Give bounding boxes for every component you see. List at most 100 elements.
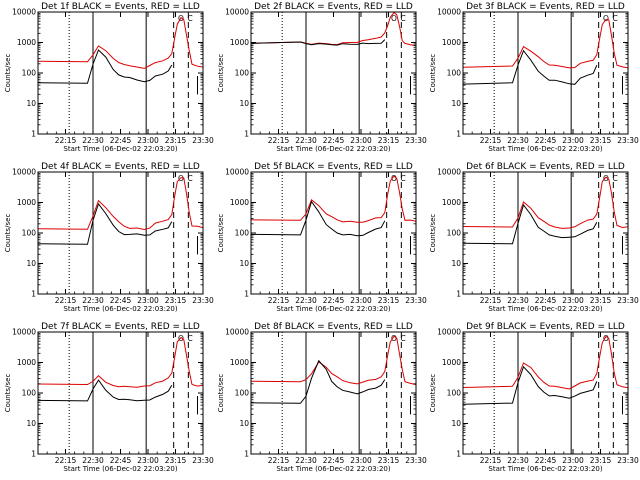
panel-title: Det 6f BLACK = Events, RED = LLD bbox=[466, 162, 625, 172]
x-tick-label: 23:15 bbox=[590, 136, 612, 145]
marker-lines bbox=[68, 12, 189, 134]
x-tick-label: 22:45 bbox=[110, 136, 132, 145]
x-axis-label: Start Time (06-Dec-02 22:03:20) bbox=[63, 305, 177, 313]
x-tick-label: 23:30 bbox=[405, 296, 427, 305]
lld-series-line bbox=[38, 177, 203, 231]
x-tick-label: 22:15 bbox=[480, 136, 502, 145]
y-tick-label: 10 bbox=[451, 419, 461, 428]
y-tick-label: 100 bbox=[447, 69, 462, 78]
x-tick-label: 22:30 bbox=[82, 296, 104, 305]
y-tick-label: 1000 bbox=[230, 38, 249, 47]
y-tick-label: 100 bbox=[235, 389, 250, 398]
x-tick-label: 23:30 bbox=[192, 296, 214, 305]
marker-label-c: C bbox=[613, 14, 618, 23]
x-tick-label: 23:00 bbox=[350, 136, 372, 145]
panel-title: Det 9f BLACK = Events, RED = LLD bbox=[466, 322, 625, 332]
events-series-line bbox=[38, 202, 173, 245]
y-tick-label: 100 bbox=[22, 229, 37, 238]
x-axis-label: Start Time (06-Dec-02 22:03:20) bbox=[488, 305, 602, 313]
events-series-line bbox=[251, 359, 386, 404]
plot-frame bbox=[250, 11, 417, 135]
x-tick-label: 23:30 bbox=[405, 456, 427, 465]
lld-series-line bbox=[251, 175, 416, 223]
y-tick-label: 10 bbox=[451, 99, 461, 108]
x-tick-label: 23:30 bbox=[617, 136, 639, 145]
marker-lines bbox=[281, 172, 402, 294]
x-axis-label: Start Time (06-Dec-02 22:03:20) bbox=[276, 305, 390, 313]
plot-frame bbox=[250, 171, 417, 295]
y-tick-label: 10 bbox=[239, 259, 249, 268]
marker-label-c: C bbox=[401, 14, 406, 23]
y-tick-label: 10 bbox=[239, 419, 249, 428]
marker-label-o: O bbox=[603, 14, 609, 23]
events-series-line bbox=[251, 39, 386, 46]
x-axis-label: Start Time (06-Dec-02 22:03:20) bbox=[488, 145, 602, 153]
y-tick-label: 10 bbox=[239, 99, 249, 108]
panel-det-5f: Det 5f BLACK = Events, RED = LLD O C 1 10 100… bbox=[217, 162, 427, 313]
y-axis-label: Counts/sec bbox=[429, 54, 437, 93]
x-tick-label: 23:15 bbox=[165, 456, 187, 465]
x-tick-label: 23:30 bbox=[617, 296, 639, 305]
y-axis-label: Counts/sec bbox=[4, 214, 12, 253]
y-tick-label: 100 bbox=[447, 389, 462, 398]
marker-lines bbox=[68, 332, 189, 454]
y-tick-label: 1 bbox=[456, 450, 461, 459]
y-tick-label: 1 bbox=[244, 450, 249, 459]
x-tick-label: 23:00 bbox=[562, 136, 584, 145]
x-tick-label: 22:45 bbox=[323, 136, 345, 145]
x-tick-label: 23:00 bbox=[562, 296, 584, 305]
y-tick-label: 10 bbox=[26, 419, 36, 428]
x-tick-label: 22:45 bbox=[110, 456, 132, 465]
x-tick-label: 23:00 bbox=[137, 296, 159, 305]
y-axis-label: Counts/sec bbox=[217, 374, 225, 413]
y-tick-label: 10000 bbox=[225, 168, 249, 177]
x-tick-label: 22:15 bbox=[55, 456, 77, 465]
x-tick-label: 22:15 bbox=[480, 456, 502, 465]
lld-series-line bbox=[463, 176, 628, 229]
y-tick-label: 1000 bbox=[442, 38, 461, 47]
x-axis-label: Start Time (06-Dec-02 22:03:20) bbox=[276, 465, 390, 473]
marker-label-c: C bbox=[401, 334, 406, 343]
y-tick-label: 100 bbox=[235, 69, 250, 78]
y-tick-label: 100 bbox=[22, 69, 37, 78]
marker-label-c: C bbox=[188, 14, 193, 23]
marker-label-o: O bbox=[391, 174, 397, 183]
panel-title: Det 3f BLACK = Events, RED = LLD bbox=[466, 2, 625, 12]
y-axis-label: Counts/sec bbox=[217, 214, 225, 253]
y-tick-label: 10000 bbox=[437, 8, 461, 17]
marker-lines bbox=[68, 172, 189, 294]
marker-label-o: O bbox=[603, 334, 609, 343]
marker-label-o: O bbox=[391, 334, 397, 343]
y-tick-label: 100 bbox=[447, 229, 462, 238]
events-series-line bbox=[38, 379, 173, 402]
plot-frame bbox=[462, 11, 629, 135]
events-series-line bbox=[463, 49, 598, 85]
x-tick-label: 23:15 bbox=[378, 136, 400, 145]
lld-series-line bbox=[463, 335, 628, 390]
panel-title: Det 7f BLACK = Events, RED = LLD bbox=[41, 322, 200, 332]
y-tick-label: 1 bbox=[31, 450, 36, 459]
y-tick-label: 10000 bbox=[12, 8, 36, 17]
x-tick-label: 23:00 bbox=[137, 456, 159, 465]
panel-title: Det 1f BLACK = Events, RED = LLD bbox=[41, 2, 200, 12]
lld-series-line bbox=[38, 16, 203, 69]
y-tick-label: 1000 bbox=[17, 358, 36, 367]
x-axis-label: Start Time (06-Dec-02 22:03:20) bbox=[63, 145, 177, 153]
x-tick-label: 22:30 bbox=[295, 456, 317, 465]
y-tick-label: 1000 bbox=[230, 198, 249, 207]
marker-lines bbox=[281, 12, 402, 134]
panel-det-7f: Det 7f BLACK = Events, RED = LLD O C 1 10 100… bbox=[4, 322, 214, 473]
panel-det-9f: Det 9f BLACK = Events, RED = LLD O C 1 10 100… bbox=[429, 322, 639, 473]
marker-label-c: C bbox=[613, 334, 618, 343]
y-tick-label: 1 bbox=[456, 130, 461, 139]
panel-title: Det 4f BLACK = Events, RED = LLD bbox=[41, 162, 200, 172]
x-axis-label: Start Time (06-Dec-02 22:03:20) bbox=[276, 145, 390, 153]
y-axis-label: Counts/sec bbox=[4, 374, 12, 413]
panel-title: Det 8f BLACK = Events, RED = LLD bbox=[254, 322, 413, 332]
marker-label-c: C bbox=[188, 334, 193, 343]
x-tick-label: 23:15 bbox=[378, 456, 400, 465]
y-tick-label: 10000 bbox=[12, 328, 36, 337]
y-tick-label: 1 bbox=[31, 290, 36, 299]
y-tick-label: 1 bbox=[244, 290, 249, 299]
plot-frame bbox=[462, 171, 629, 295]
